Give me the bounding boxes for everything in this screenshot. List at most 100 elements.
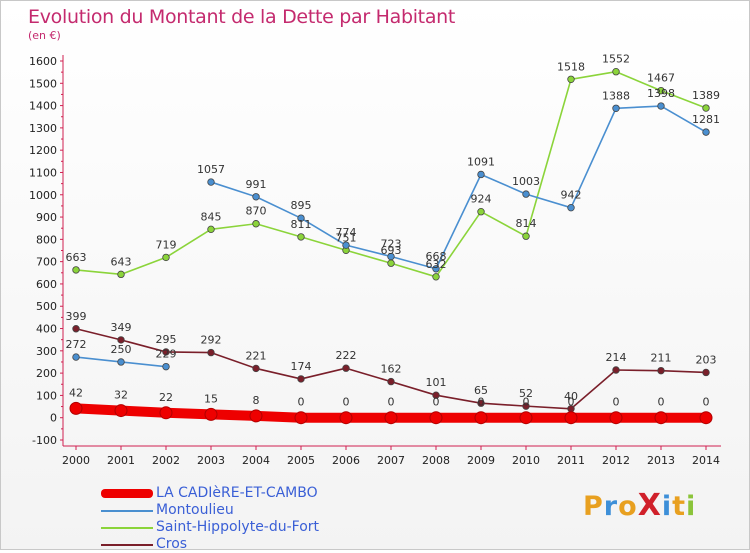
data-point xyxy=(702,128,710,136)
y-tick-label: 0 xyxy=(50,412,57,425)
series-points xyxy=(69,68,713,425)
data-label: 101 xyxy=(426,376,447,389)
y-tick-label: 1200 xyxy=(29,144,57,157)
data-label: 1518 xyxy=(557,60,585,73)
logo-letter: r xyxy=(603,491,619,522)
logo-letter: t xyxy=(672,491,687,522)
y-tick-label: 1100 xyxy=(29,166,57,179)
x-tick-label: 2008 xyxy=(422,454,450,467)
data-point xyxy=(702,104,710,112)
data-point xyxy=(297,214,305,222)
x-tick-label: 2012 xyxy=(602,454,630,467)
x-tick-label: 2007 xyxy=(377,454,405,467)
y-tick-label: 400 xyxy=(36,323,57,336)
logo-letter: P xyxy=(583,491,604,522)
data-point xyxy=(612,68,620,76)
x-tick-label: 2011 xyxy=(557,454,585,467)
legend-swatch xyxy=(101,544,153,546)
data-point xyxy=(699,411,713,425)
data-point xyxy=(657,366,665,375)
data-point xyxy=(117,270,125,279)
data-point xyxy=(567,75,575,83)
data-point xyxy=(522,190,530,198)
data-point xyxy=(432,273,440,281)
data-point xyxy=(657,86,665,95)
data-point xyxy=(72,353,80,361)
series-line xyxy=(210,105,707,270)
data-label: 222 xyxy=(336,349,357,362)
data-point xyxy=(117,336,125,344)
chart-title: Evolution du Montant de la Dette par Hab… xyxy=(28,6,456,28)
x-tick-label: 2001 xyxy=(107,454,135,467)
data-label: 0 xyxy=(343,396,350,409)
data-label: 1398 xyxy=(647,87,675,100)
data-label: 32 xyxy=(114,389,128,402)
data-label: 0 xyxy=(613,396,620,409)
data-label: 174 xyxy=(291,360,312,373)
data-point xyxy=(477,208,485,216)
data-point xyxy=(657,102,665,110)
data-point xyxy=(249,409,263,423)
y-tick-label: 1400 xyxy=(29,100,57,113)
data-point xyxy=(72,325,80,333)
x-tick-label: 2005 xyxy=(287,454,315,467)
data-point xyxy=(519,411,533,425)
data-label: 65 xyxy=(474,384,488,397)
y-tick-label: 1300 xyxy=(29,122,57,135)
y-tick-label: 1000 xyxy=(29,189,57,202)
data-label: 723 xyxy=(381,238,402,251)
x-tick-label: 2009 xyxy=(467,454,495,467)
y-tick-label: 600 xyxy=(36,278,57,291)
y-tick-label: 200 xyxy=(36,367,57,380)
data-point xyxy=(432,391,440,399)
data-label: 751 xyxy=(336,231,357,244)
data-label: 0 xyxy=(568,396,575,409)
legend-label: LA CADIèRE-ET-CAMBO xyxy=(156,485,318,501)
y-tick-label: -100 xyxy=(32,434,57,447)
data-point xyxy=(609,411,623,425)
data-label: 162 xyxy=(381,363,402,376)
data-point xyxy=(207,348,215,357)
proxiti-logo: ProXiti xyxy=(583,488,696,523)
y-tick-label: 500 xyxy=(36,300,57,313)
data-label: 1467 xyxy=(647,72,675,85)
legend-swatch xyxy=(101,510,153,512)
data-labels: 42 32 22 15 8 0 0 0 0 0 0 0 0 0 0 272 250 229 1057 991 895 77… xyxy=(66,53,721,409)
legend-swatch xyxy=(101,489,153,498)
data-point xyxy=(477,399,485,407)
data-point xyxy=(159,406,173,420)
data-point xyxy=(207,178,215,186)
data-point xyxy=(297,375,305,383)
data-point xyxy=(207,225,215,234)
data-point xyxy=(387,259,395,267)
data-label: 632 xyxy=(426,258,447,271)
data-label: 942 xyxy=(561,189,582,202)
y-tick-label: 900 xyxy=(36,211,57,224)
data-point xyxy=(522,232,530,240)
data-point xyxy=(432,265,440,273)
data-point xyxy=(252,364,260,373)
data-point xyxy=(474,411,488,425)
x-tick-label: 2010 xyxy=(512,454,540,467)
y-tick-label: 100 xyxy=(36,389,57,402)
legend-label: Cros xyxy=(156,536,188,552)
y-tick-label: 300 xyxy=(36,345,57,358)
data-label: 1281 xyxy=(692,113,720,126)
data-point xyxy=(429,411,443,425)
data-point xyxy=(204,407,218,421)
data-label: 42 xyxy=(69,386,83,399)
data-label: 924 xyxy=(471,193,492,206)
data-point xyxy=(342,364,350,372)
data-label: 719 xyxy=(156,238,177,251)
data-point xyxy=(69,401,83,415)
axes: -100010020030040050060070080090010001100… xyxy=(29,55,721,467)
data-point xyxy=(567,203,575,212)
data-label: 272 xyxy=(66,338,87,351)
data-label: 1389 xyxy=(692,89,720,102)
logo-letter: i xyxy=(661,491,673,522)
data-point xyxy=(294,411,308,425)
data-point xyxy=(654,411,668,425)
data-label: 0 xyxy=(523,396,530,409)
